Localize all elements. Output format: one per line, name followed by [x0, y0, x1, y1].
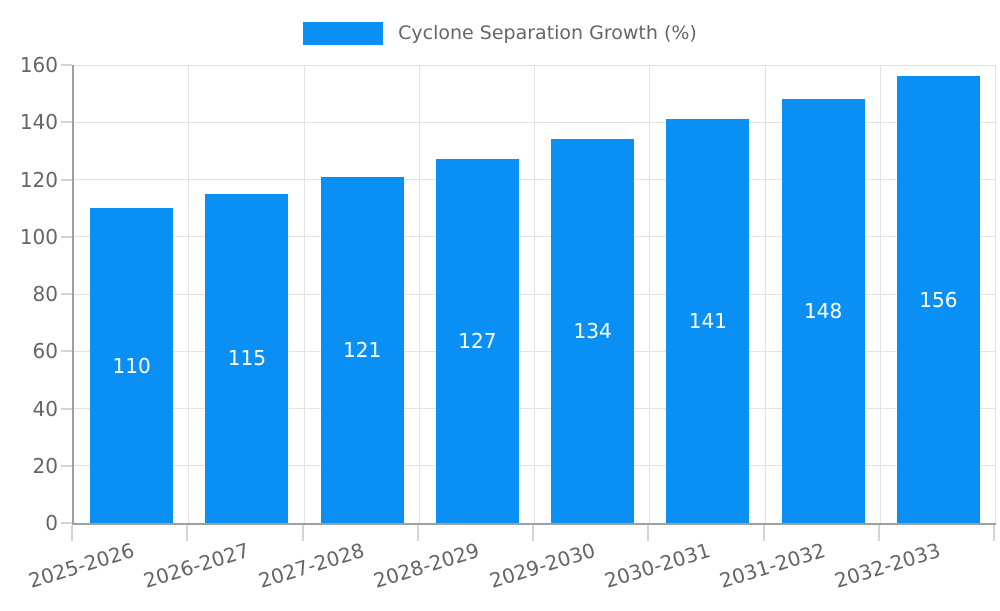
bar-value-label: 127	[458, 329, 497, 354]
bar[interactable]: 141	[666, 119, 750, 523]
y-gridline	[74, 179, 996, 180]
y-gridline	[74, 64, 996, 66]
x-gridline	[188, 65, 190, 523]
x-gridline	[418, 65, 420, 523]
x-tick-mark	[301, 525, 304, 541]
y-tick-mark	[61, 121, 72, 124]
x-tick-mark	[762, 525, 765, 541]
bar[interactable]: 127	[435, 159, 519, 523]
bar[interactable]: 148	[781, 99, 865, 523]
bar-value-label: 121	[343, 337, 382, 362]
y-tick-mark	[61, 407, 72, 410]
y-tick-mark	[61, 350, 72, 353]
bar[interactable]: 110	[90, 208, 174, 523]
x-tick-mark	[877, 525, 880, 541]
y-gridline	[74, 293, 996, 295]
bar-value-label: 134	[573, 319, 612, 344]
x-gridline	[879, 65, 881, 523]
x-tick-mark	[532, 525, 534, 541]
chart-legend[interactable]: Cyclone Separation Growth (%)	[0, 18, 1000, 48]
bar-value-label: 141	[688, 309, 727, 334]
x-tick-mark	[993, 525, 995, 541]
bar[interactable]: 156	[896, 76, 980, 523]
y-gridline	[74, 465, 996, 467]
y-tick-mark	[61, 522, 72, 524]
bar-value-label: 115	[227, 346, 266, 371]
bar[interactable]: 115	[205, 193, 289, 523]
y-gridline	[74, 236, 996, 238]
y-gridline	[74, 350, 996, 352]
y-axis-tick-label: 40	[32, 396, 58, 421]
y-axis-tick-label: 0	[45, 511, 58, 535]
x-gridline	[764, 65, 766, 523]
y-axis-tick-label: 20	[32, 453, 58, 478]
y-gridline	[74, 121, 996, 123]
x-gridline	[534, 65, 535, 523]
y-gridline	[74, 408, 996, 409]
y-axis-tick-label: 160	[19, 53, 58, 77]
bar-value-label: 148	[804, 299, 843, 324]
y-tick-mark	[61, 293, 72, 295]
bar[interactable]: 134	[551, 139, 635, 523]
x-gridline	[649, 65, 651, 523]
y-axis-tick-label: 80	[32, 282, 58, 306]
y-axis-tick-label: 100	[19, 224, 58, 249]
bar-value-label: 156	[919, 287, 958, 312]
x-gridline	[303, 65, 305, 523]
y-axis-tick-label: 60	[32, 339, 58, 364]
y-axis-tick-label: 140	[19, 110, 58, 135]
x-tick-mark	[647, 525, 650, 541]
y-tick-mark	[61, 235, 72, 238]
bar-value-label: 110	[112, 353, 151, 378]
x-tick-mark	[71, 525, 73, 541]
y-tick-mark	[61, 64, 72, 66]
plot-area: 110 115 121 127 134 141 148 156	[72, 64, 996, 525]
y-tick-mark	[61, 464, 72, 467]
y-axis-tick-label: 120	[19, 167, 58, 192]
x-gridline	[995, 65, 996, 523]
x-tick-mark	[416, 525, 419, 541]
bar[interactable]: 121	[320, 176, 404, 523]
legend-label: Cyclone Separation Growth (%)	[398, 22, 697, 44]
y-tick-mark	[61, 178, 72, 181]
legend-swatch	[303, 21, 384, 45]
x-tick-mark	[186, 525, 189, 541]
